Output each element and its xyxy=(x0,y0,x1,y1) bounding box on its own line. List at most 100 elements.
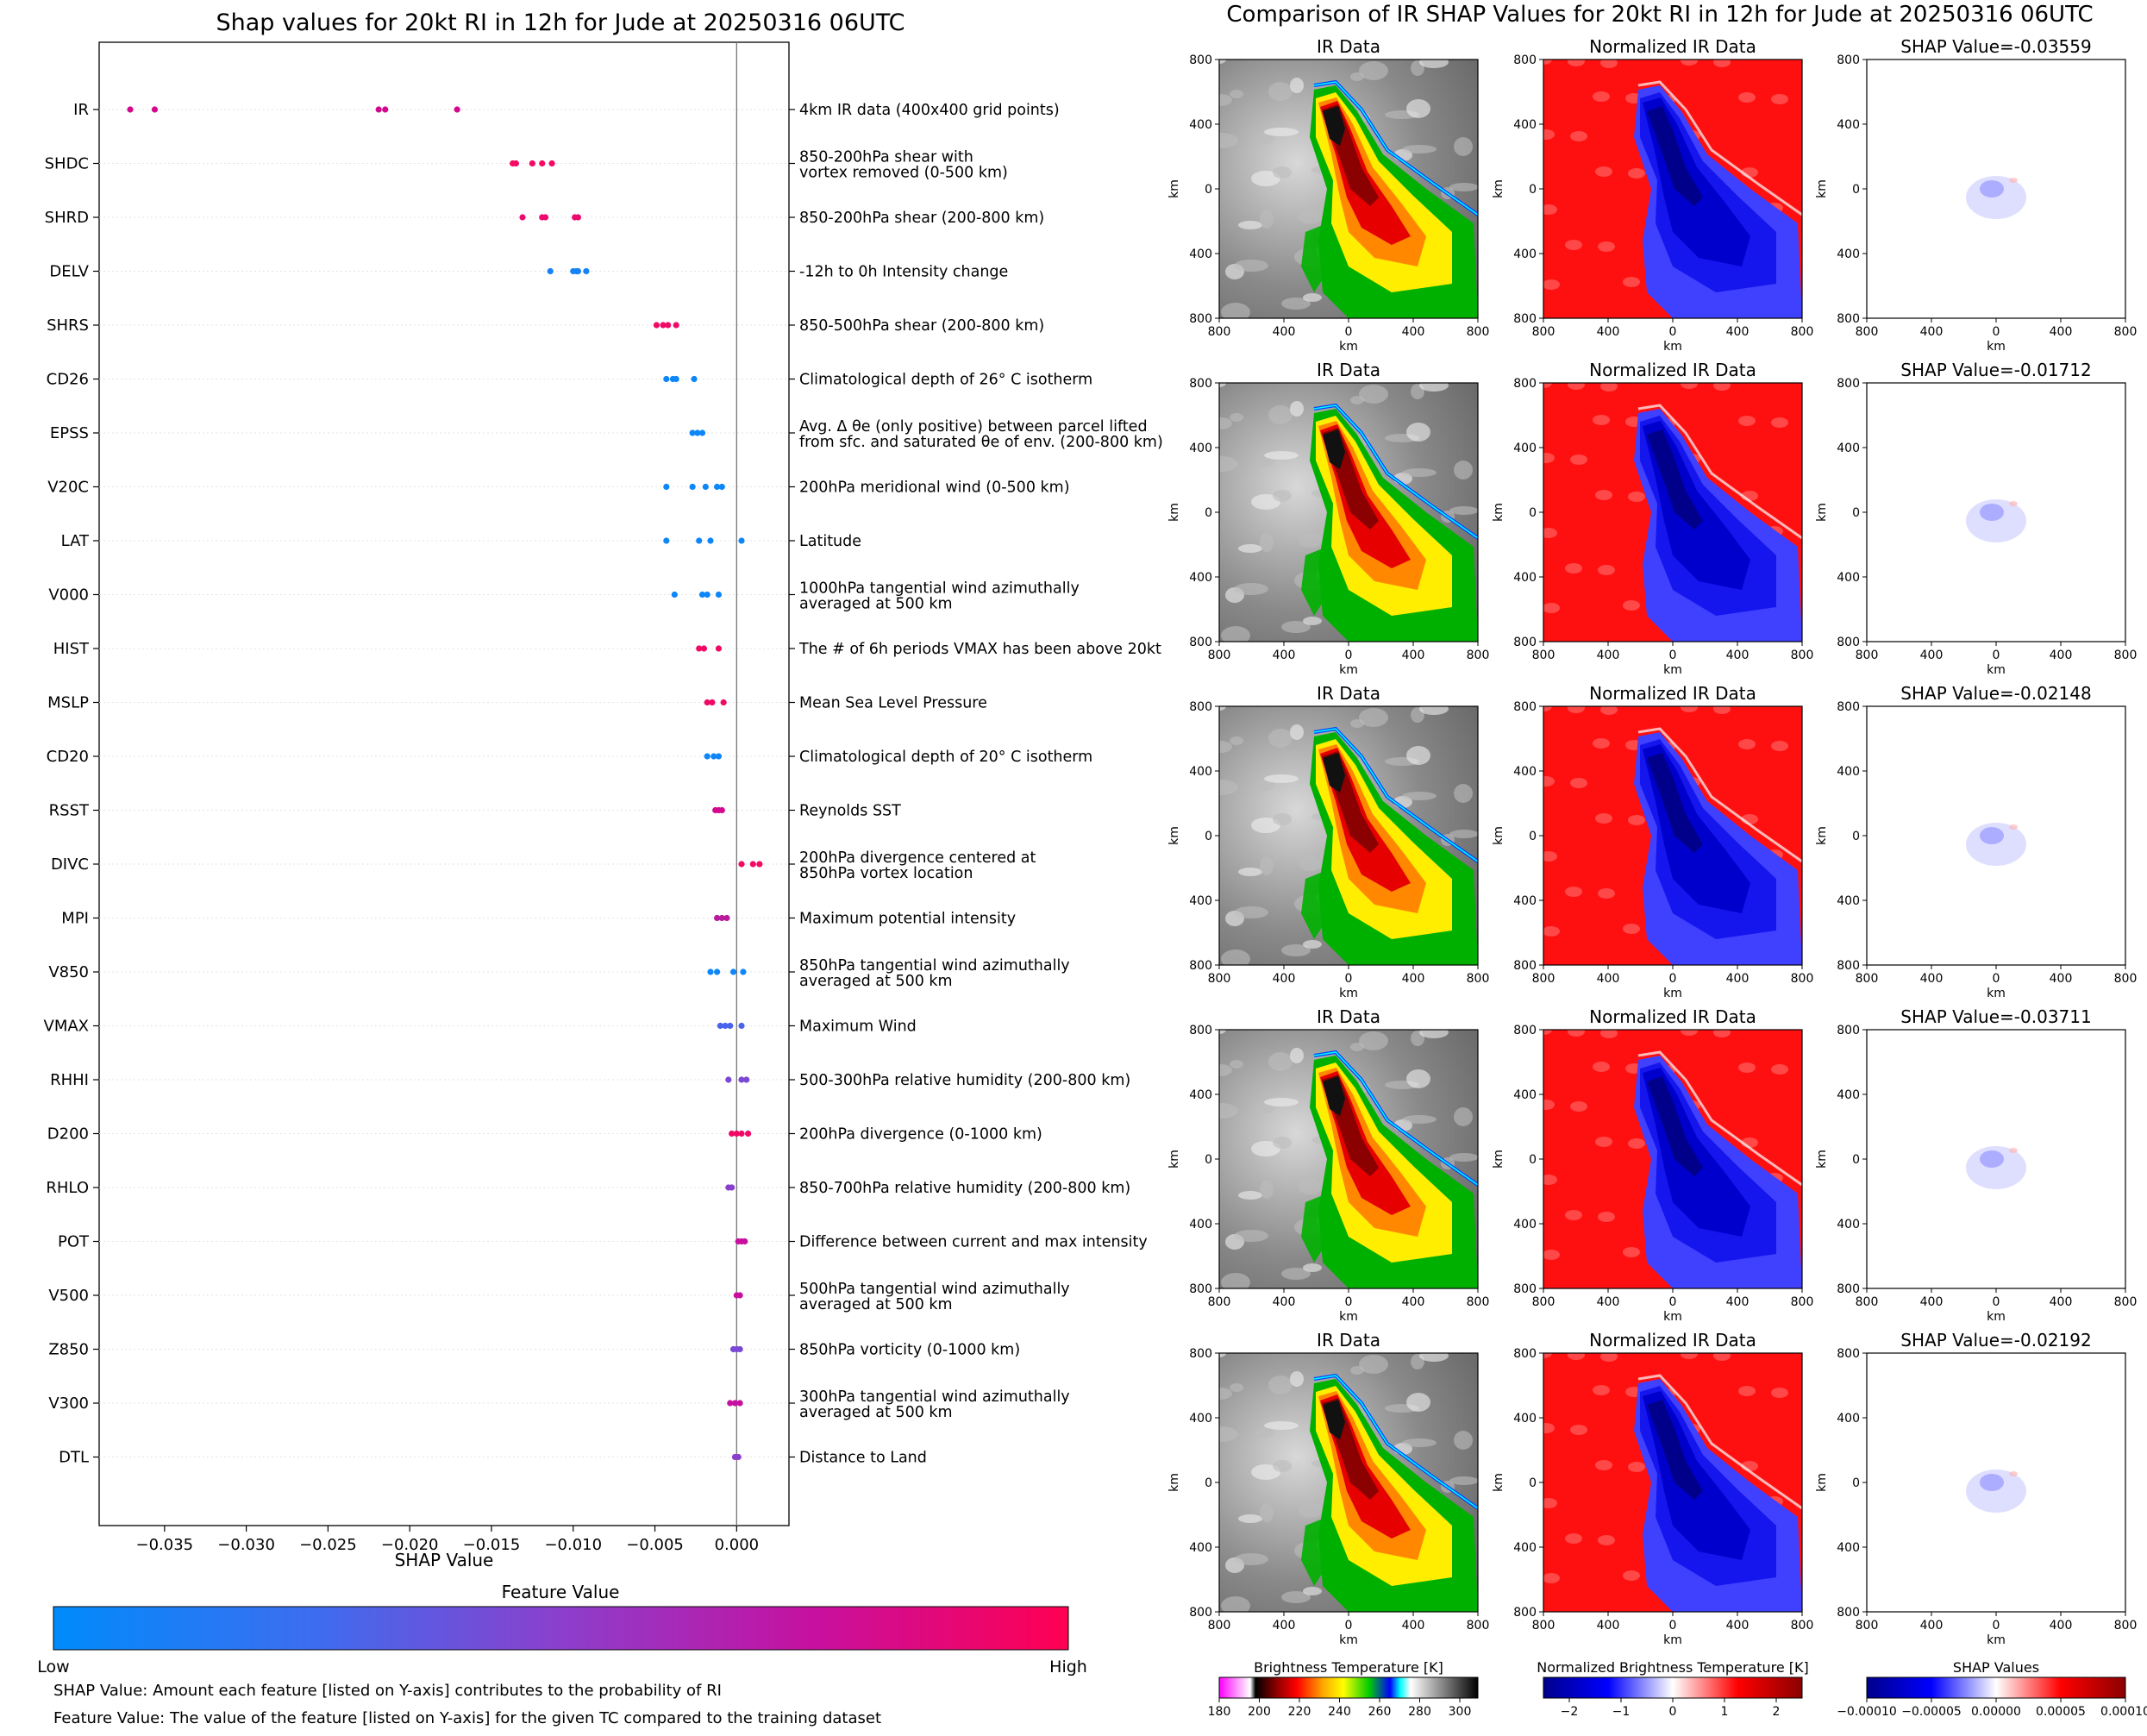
feature-name-label: DIVC xyxy=(51,855,89,874)
feature-row: CD26 Climatological depth of 26° C isothe… xyxy=(47,371,1093,389)
panel-x-tick-label: 400 xyxy=(1273,649,1296,662)
feature-name-label: EPSS xyxy=(50,424,89,442)
shap-point xyxy=(736,1345,743,1353)
panel-y-tick-label: 800 xyxy=(1513,1347,1537,1361)
feature-name-label: SHRD xyxy=(45,209,89,227)
shap-image xyxy=(1867,383,2125,642)
panel-y-tick-label: 400 xyxy=(1837,1088,1860,1102)
shap-point xyxy=(729,968,737,975)
panel-y-tick-label: 800 xyxy=(1513,53,1537,67)
panel-x-label: km xyxy=(1987,340,2006,354)
shap-point xyxy=(709,699,716,706)
panel-title: IR Data xyxy=(1317,360,1380,380)
panel-title: SHAP Value=-0.02148 xyxy=(1900,683,2091,704)
feature-name-label: SHRS xyxy=(47,316,89,335)
shap-point xyxy=(710,753,717,760)
x-tick-label: −0.030 xyxy=(217,1536,275,1554)
feature-row: HIST The # of 6h periods VMAX has been ab… xyxy=(53,640,1161,658)
panel-y-tick-label: 0 xyxy=(1852,1153,1860,1167)
feature-row: V20C 200hPa meridional wind (0-500 km) xyxy=(47,479,1069,497)
shap-point xyxy=(673,375,679,383)
feature-row: MPI Maximum potential intensity xyxy=(61,910,1016,928)
panel-y-tick-label: 800 xyxy=(1513,1606,1537,1620)
panel-title: IR Data xyxy=(1317,1006,1380,1027)
note-feature-value: Feature Value: The value of the feature … xyxy=(53,1709,881,1727)
shap-point xyxy=(519,214,526,221)
panel-y-tick-label: 0 xyxy=(1852,506,1860,520)
panel-x-tick-label: 0 xyxy=(1993,1295,2000,1309)
panel-y-tick-label: 0 xyxy=(1852,183,1860,197)
bottom-colorbars: Brightness Temperature [K] 180 200 220 240 26… xyxy=(1208,1659,2147,1719)
panel-x-tick-label: 800 xyxy=(2114,1295,2138,1309)
shap-point xyxy=(547,267,554,275)
feature-description-label: Difference between current and max inten… xyxy=(799,1234,1148,1251)
panel-x-tick-label: 800 xyxy=(1467,325,1490,339)
panel-y-tick-label: 800 xyxy=(1837,1606,1860,1620)
panel-y-tick-label: 800 xyxy=(1513,312,1537,326)
feature-description-label: Distance to Land xyxy=(799,1450,927,1467)
feature-row: VMAX Maximum Wind xyxy=(44,1018,917,1036)
panel-x-tick-label: 400 xyxy=(1597,649,1620,662)
norm-panel: Normalized IR Data8008004004000040040080… xyxy=(1492,36,1813,354)
panel-y-tick-label: 400 xyxy=(1189,248,1212,261)
panel-x-tick-label: 400 xyxy=(1273,1619,1296,1633)
panel-y-tick-label: 0 xyxy=(1529,1153,1537,1167)
x-tick-label: −0.015 xyxy=(463,1536,521,1554)
colorbar-tick-label: 220 xyxy=(1288,1705,1311,1719)
feature-description-label: 850-200hPa shear (200-800 km) xyxy=(799,210,1044,227)
feature-description-label: 500hPa tangential wind azimuthally xyxy=(799,1281,1070,1298)
feature-row: SHRS 850-500hPa shear (200-800 km) xyxy=(47,316,1044,335)
panel-x-tick-label: 400 xyxy=(1402,1295,1425,1309)
feature-name-label: Z850 xyxy=(48,1341,89,1359)
panel-x-tick-label: 800 xyxy=(1532,325,1555,339)
panel-x-tick-label: 0 xyxy=(1669,972,1677,986)
panel-title: SHAP Value=-0.02192 xyxy=(1900,1330,2091,1351)
shap-point xyxy=(541,214,549,221)
shap-point xyxy=(454,106,460,113)
feature-name-label: VMAX xyxy=(44,1018,90,1036)
shap-point xyxy=(689,483,696,491)
panel-y-tick-label: 0 xyxy=(1205,1153,1212,1167)
panel-y-tick-label: 800 xyxy=(1189,1347,1212,1361)
x-axis-ticks: −0.035 −0.030 −0.025 −0.020 −0.015 −0.010 −0.0… xyxy=(136,1526,759,1554)
shap-point xyxy=(127,106,134,113)
ir-image xyxy=(1219,706,1478,965)
panel-x-tick-label: 400 xyxy=(2050,1619,2073,1633)
shap-point xyxy=(702,483,709,491)
panel-x-label: km xyxy=(1663,340,1682,354)
panel-y-tick-label: 400 xyxy=(1837,1541,1860,1555)
shap-point xyxy=(574,267,582,275)
panel-y-tick-label: 400 xyxy=(1189,894,1212,908)
feature-name-label: V000 xyxy=(48,586,89,605)
shap-point xyxy=(694,429,701,436)
feature-row: D200 200hPa divergence (0-1000 km) xyxy=(47,1125,1042,1144)
shap-point xyxy=(539,160,546,167)
feature-description-label: Maximum potential intensity xyxy=(799,911,1016,928)
shap-panel: SHAP Value=-0.02192800800400400004004008… xyxy=(1815,1330,2137,1647)
panel-y-tick-label: 400 xyxy=(1189,118,1212,132)
panel-y-tick-label: 400 xyxy=(1837,118,1860,132)
feature-description-label: Reynolds SST xyxy=(799,803,901,820)
panel-y-tick-label: 800 xyxy=(1513,700,1537,714)
feature-row: CD20 Climatological depth of 20° C isothe… xyxy=(47,748,1093,766)
panel-x-tick-label: 800 xyxy=(1791,649,1814,662)
feature-name-label: LAT xyxy=(61,532,90,550)
panel-x-label: km xyxy=(1987,1633,2006,1647)
feature-description-label: Mean Sea Level Pressure xyxy=(799,695,987,712)
colorbar-tick-label: 280 xyxy=(1408,1705,1431,1719)
ir-panel-grid: IR Data 800 800 400 400 0 0 400 400 800 800 km km Nor… xyxy=(1167,36,2137,1647)
feature-name-label: D200 xyxy=(47,1125,89,1144)
panel-y-tick-label: 800 xyxy=(1837,1347,1860,1361)
feature-name-label: DTL xyxy=(59,1449,89,1467)
colorbar-tick-label: −1 xyxy=(1612,1705,1631,1719)
panel-y-tick-label: 400 xyxy=(1837,1218,1860,1231)
shap-point xyxy=(698,591,706,599)
shap-point xyxy=(512,160,520,167)
panel-x-tick-label: 0 xyxy=(1669,1295,1677,1309)
panel-x-tick-label: 0 xyxy=(1993,325,2000,339)
ir-image xyxy=(1219,383,1478,642)
feature-row: V300 300hPa tangential wind azimuthallyav… xyxy=(48,1388,1069,1421)
